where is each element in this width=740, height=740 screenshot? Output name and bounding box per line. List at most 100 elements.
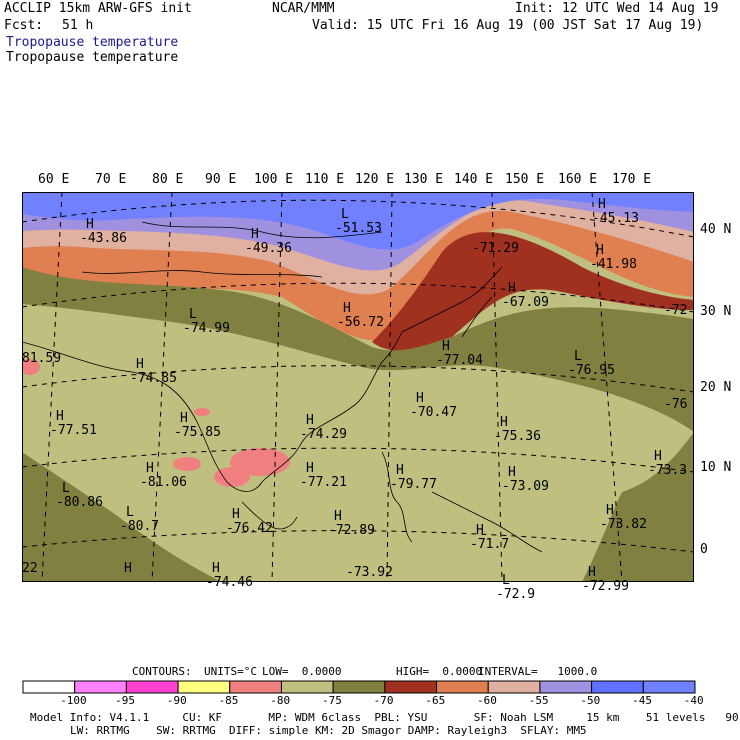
colorbar-swatch	[642, 680, 696, 694]
extremum-type: H	[508, 281, 516, 296]
map-extremum-label: H -67.09	[502, 282, 549, 310]
extremum-value: -72.99	[582, 579, 629, 594]
model-title: ACCLIP 15km ARW-GFS init	[4, 1, 192, 16]
extremum-value: -49.36	[245, 241, 292, 256]
contours-high: HIGH= 0.0000	[396, 665, 483, 678]
map-extremum-label: H -79.77	[390, 464, 437, 492]
latitude-label: 40 N	[700, 222, 732, 237]
extremum-type: H	[654, 449, 662, 464]
extremum-value: 81.59	[22, 351, 62, 366]
extremum-value: -74.29	[300, 427, 347, 442]
extremum-value: 22	[22, 561, 38, 576]
longitude-label: 140 E	[454, 172, 494, 187]
colorbar-swatch	[229, 680, 282, 694]
colorbar-label: -80	[270, 694, 291, 707]
colorbar-label: -90	[166, 694, 187, 707]
colorbar-label: -60	[477, 694, 497, 707]
map-extremum-label: H -72.99	[582, 566, 629, 594]
extremum-value: -72	[664, 303, 688, 318]
map-extremum-label: H -73.82	[600, 504, 647, 532]
extremum-type: H	[476, 523, 484, 538]
map-extremum-label: L -74.99	[183, 308, 230, 336]
extremum-type: H	[334, 509, 342, 524]
map-extremum-label: 22	[22, 562, 38, 576]
extremum-value: -73.82	[600, 517, 647, 532]
fcst-value: 51 h	[62, 18, 94, 33]
colorbar-label: -70	[373, 694, 394, 707]
field-band-darkred	[372, 232, 694, 352]
map-extremum-label: H -41.98	[590, 244, 637, 272]
extremum-type: H	[596, 243, 604, 258]
extremum-value: -51.53	[335, 221, 382, 236]
colorbar-label: -40	[683, 694, 704, 707]
map-extremum-label: L -76.95	[568, 350, 615, 378]
map-extremum-label: H -56.72	[337, 302, 384, 330]
extremum-type: H	[232, 507, 240, 522]
longitude-label: 60 E	[38, 172, 70, 187]
map-extremum-label: L -80.86	[56, 482, 103, 510]
map-extremum-label: H -45.13	[592, 198, 639, 226]
extremum-value: -73.92	[346, 565, 393, 580]
extremum-value: -71.7	[470, 537, 510, 552]
extremum-value: -76.42	[226, 521, 273, 536]
field-band-olive	[22, 267, 694, 432]
extremum-value: -77.51	[50, 423, 97, 438]
latitude-label: 30 N	[700, 304, 732, 319]
map-extremum-label: H -74.29	[300, 414, 347, 442]
extremum-type: H	[180, 411, 188, 426]
extremum-type: L	[341, 207, 349, 222]
colorbar-swatch	[591, 680, 644, 694]
longitude-label: 70 E	[95, 172, 127, 187]
map-extremum-label: H -76.42	[226, 508, 273, 536]
colorbar-label: -100	[60, 694, 87, 707]
extremum-value: -75.85	[174, 425, 221, 440]
colorbar-label: -85	[218, 694, 239, 707]
colorbar-label: -45	[632, 694, 652, 707]
map-extremum-label: -76	[664, 398, 687, 412]
extremum-type: H	[416, 391, 424, 406]
extremum-value: -74.99	[183, 321, 230, 336]
coastlines	[22, 221, 543, 553]
colorbar-swatch	[436, 680, 489, 694]
extremum-type: L	[126, 505, 134, 520]
contours-interval: INTERVAL= 1000.0	[478, 665, 598, 678]
extremum-value: -76	[664, 397, 688, 412]
extremum-value: -71.29	[472, 241, 519, 256]
colorbar-label: -75	[321, 694, 342, 707]
latitude-label: 10 N	[700, 460, 732, 475]
extremum-type: H	[508, 465, 516, 480]
extremum-type: H	[598, 197, 606, 212]
extremum-value: -74.46	[206, 575, 253, 590]
longitude-label: 160 E	[558, 172, 598, 187]
extremum-value: -81.06	[140, 475, 187, 490]
longitude-label: 120 E	[355, 172, 395, 187]
colorbar-swatch	[280, 680, 334, 694]
model-info-line1: Model Info: V4.1.1 CU: KF MP: WDM 6class…	[30, 711, 740, 724]
colorbar-label: -50	[580, 694, 601, 707]
field-title-1: Tropopause temperature	[6, 35, 179, 50]
extremum-type: H	[136, 357, 144, 372]
extremum-value: -80.86	[56, 495, 103, 510]
extremum-type: H	[396, 463, 404, 478]
extremum-type: H	[306, 461, 314, 476]
extremum-type: H	[606, 503, 614, 518]
org-label: NCAR/MMM	[272, 1, 335, 16]
colorbar-swatch	[177, 680, 231, 694]
extremum-type: H	[86, 217, 94, 232]
map-extremum-label: H	[118, 562, 132, 576]
longitude-label: 80 E	[152, 172, 184, 187]
map-extremum-label: H -77.51	[50, 410, 97, 438]
contours-units: UNITS=°C	[204, 665, 257, 678]
extremum-value: -72.89	[328, 523, 375, 538]
extremum-value: -73.09	[502, 479, 549, 494]
map-extremum-label: H -73.09	[502, 466, 549, 494]
extremum-type: L	[62, 481, 70, 496]
init-time: Init: 12 UTC Wed 14 Aug 19	[515, 1, 719, 16]
extremum-value: -76.95	[568, 363, 615, 378]
extremum-value: -70.47	[410, 405, 457, 420]
map-extremum-label: H -43.86	[80, 218, 127, 246]
longitude-label: 130 E	[404, 172, 444, 187]
longitude-label: 110 E	[305, 172, 345, 187]
extremum-value: -41.98	[590, 257, 637, 272]
latitude-label: 20 N	[700, 380, 732, 395]
